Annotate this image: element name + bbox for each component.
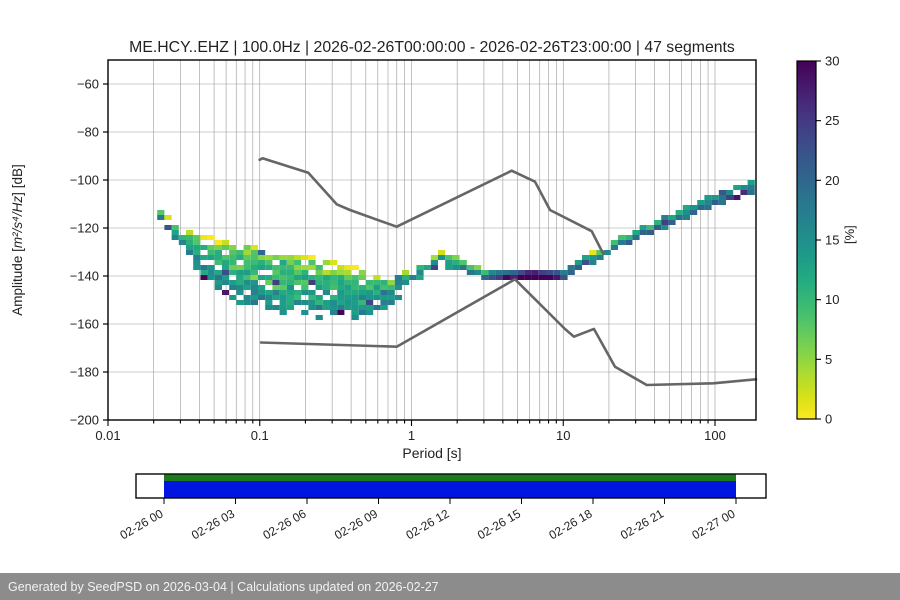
svg-text:−200: −200	[70, 413, 99, 428]
svg-text:Amplitude [m²/s⁴/Hz] [dB]: Amplitude [m²/s⁴/Hz] [dB]	[10, 164, 25, 315]
svg-text:25: 25	[825, 113, 839, 128]
svg-text:02-26 18: 02-26 18	[546, 506, 594, 542]
svg-text:5: 5	[825, 352, 832, 367]
svg-text:15: 15	[825, 233, 839, 248]
svg-text:10: 10	[825, 292, 839, 307]
svg-text:0.1: 0.1	[251, 428, 269, 443]
svg-text:−180: −180	[70, 365, 99, 380]
svg-text:02-27 00: 02-27 00	[689, 506, 737, 542]
svg-text:02-26 06: 02-26 06	[260, 506, 308, 542]
svg-text:[%]: [%]	[842, 225, 857, 244]
svg-text:−80: −80	[77, 125, 99, 140]
svg-text:Period [s]: Period [s]	[402, 445, 461, 461]
svg-text:0: 0	[825, 412, 832, 427]
svg-text:−160: −160	[70, 317, 99, 332]
svg-text:02-26 15: 02-26 15	[475, 506, 523, 542]
svg-text:10: 10	[556, 428, 570, 443]
svg-text:02-26 09: 02-26 09	[332, 506, 380, 542]
svg-text:0.01: 0.01	[95, 428, 120, 443]
svg-text:02-26 00: 02-26 00	[117, 506, 165, 542]
svg-text:−140: −140	[70, 269, 99, 284]
svg-text:−60: −60	[77, 77, 99, 92]
svg-text:−100: −100	[70, 173, 99, 188]
svg-text:02-26 21: 02-26 21	[618, 506, 666, 542]
svg-text:02-26 03: 02-26 03	[189, 506, 237, 542]
svg-text:−120: −120	[70, 221, 99, 236]
svg-text:02-26 12: 02-26 12	[403, 506, 451, 542]
svg-text:1: 1	[408, 428, 415, 443]
svg-text:30: 30	[825, 54, 839, 69]
svg-text:100: 100	[704, 428, 726, 443]
svg-text:20: 20	[825, 173, 839, 188]
